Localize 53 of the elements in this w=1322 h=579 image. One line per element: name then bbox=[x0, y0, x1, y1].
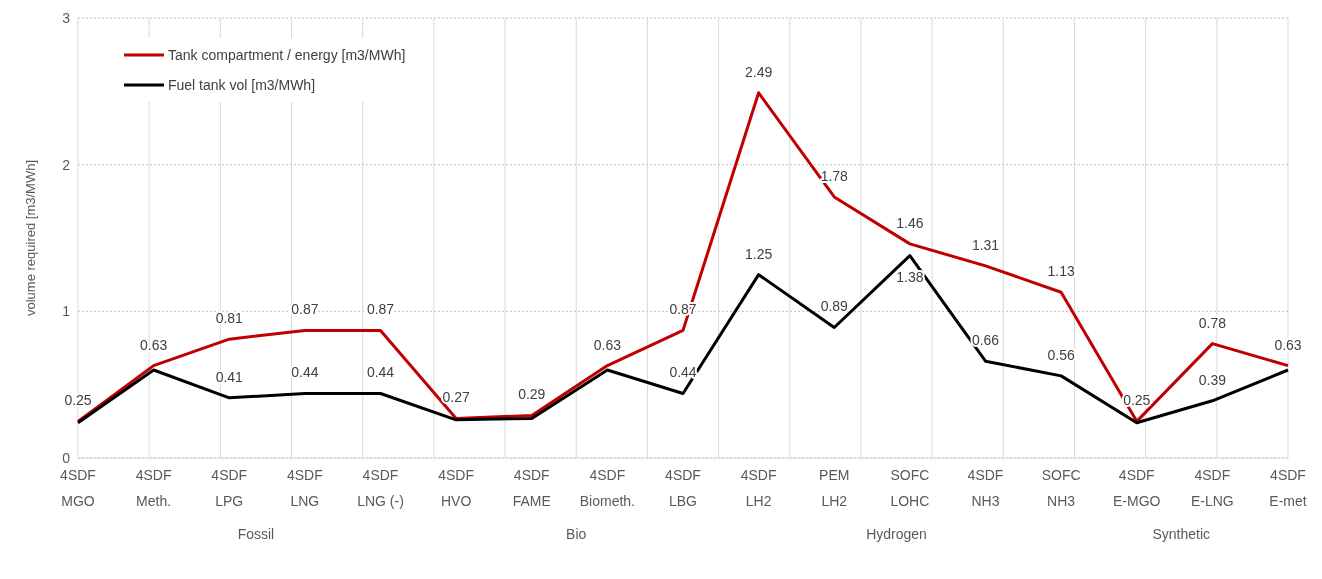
x-tick-label: 4SDF E-met bbox=[1269, 467, 1307, 509]
text: Synthetic bbox=[1151, 526, 1212, 542]
y-tick-label: 0 bbox=[62, 449, 71, 466]
y-tick-label: 1 bbox=[62, 303, 71, 320]
x-tick-label: 4SDF LBG bbox=[665, 467, 701, 509]
data-label: 0.44 bbox=[291, 364, 319, 381]
data-label: 1.31 bbox=[971, 236, 1000, 253]
legend-label: Fuel tank vol [m3/MWh] bbox=[168, 77, 316, 93]
data-label: 1.38 bbox=[896, 268, 924, 285]
x-tick-label: 4SDF LPG bbox=[211, 467, 248, 509]
data-label: 0.25 bbox=[64, 392, 92, 409]
data-label: 0.44 bbox=[366, 364, 395, 381]
data-label: 1.46 bbox=[896, 214, 924, 231]
data-label: 0.44 bbox=[669, 364, 697, 381]
x-tick-label: 4SDF LH2 bbox=[740, 467, 777, 509]
data-label: 0.81 bbox=[215, 310, 244, 327]
x-tick-label: PEM LH2 bbox=[819, 467, 850, 509]
data-label: 0.66 bbox=[971, 332, 1000, 349]
x-tick-label: SOFC NH3 bbox=[1041, 467, 1081, 509]
x-tick-label: 4SDF FAME bbox=[512, 467, 551, 509]
y-tick-label: 2 bbox=[62, 156, 71, 173]
data-label: 1.13 bbox=[1047, 263, 1075, 280]
data-label: 0.63 bbox=[593, 336, 622, 353]
data-label: 0.78 bbox=[1198, 314, 1227, 331]
legend-label: Tank compartment / energy [m3/MWh] bbox=[168, 47, 406, 63]
data-label: 0.87 bbox=[366, 301, 395, 318]
y-tick-label: 3 bbox=[62, 9, 71, 26]
data-label: 0.27 bbox=[442, 389, 470, 406]
text: Bio bbox=[565, 526, 588, 542]
text: Fossil bbox=[236, 526, 276, 542]
x-tick-label: 4SDF E-MGO bbox=[1113, 467, 1161, 509]
x-tick-label: 4SDF MGO bbox=[60, 467, 96, 509]
data-label: 0.63 bbox=[140, 336, 168, 353]
x-tick-label: 4SDF NH3 bbox=[967, 467, 1004, 509]
data-label: 1.25 bbox=[745, 245, 773, 262]
data-label: 2.49 bbox=[745, 63, 773, 80]
data-label: 0.87 bbox=[291, 301, 319, 318]
data-label: 1.78 bbox=[820, 167, 849, 184]
x-tick-label: 4SDF LNG (-) bbox=[357, 467, 404, 509]
text: Hydrogen bbox=[865, 526, 928, 542]
x-tick-label: 4SDF LNG bbox=[286, 467, 323, 509]
data-label: 0.63 bbox=[1274, 336, 1302, 353]
data-label: 0.41 bbox=[215, 368, 244, 385]
data-label: 0.56 bbox=[1047, 346, 1075, 363]
x-tick-label: SOFC LOHC bbox=[890, 467, 930, 509]
x-tick-label: 4SDF E-LNG bbox=[1190, 467, 1234, 509]
x-tick-label: 4SDF Biometh. bbox=[579, 467, 635, 509]
y-axis-title: volume required [m3/MWh] bbox=[22, 159, 38, 317]
data-label: 0.29 bbox=[518, 386, 546, 403]
data-label: 0.39 bbox=[1198, 371, 1227, 388]
data-label: 0.89 bbox=[820, 298, 849, 315]
x-tick-label: 4SDF HVO bbox=[438, 467, 475, 509]
x-tick-label: 4SDF Meth. bbox=[135, 467, 172, 509]
